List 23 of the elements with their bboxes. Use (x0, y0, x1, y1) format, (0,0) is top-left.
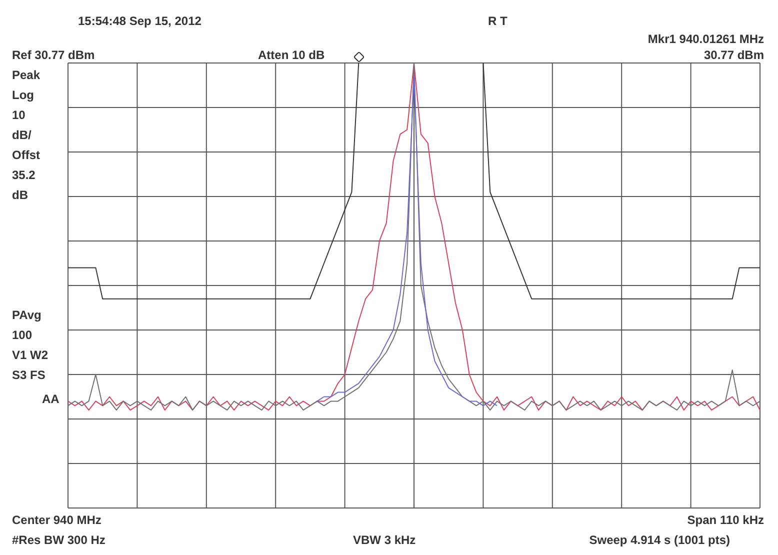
text: #Res BW 300 Hz (12, 533, 106, 547)
text: Ref 30.77 dBm (12, 48, 95, 62)
text: 15:54:48 Sep 15, 2012 (78, 14, 202, 28)
text: Center 940 MHz (12, 513, 102, 527)
text: Log (12, 88, 34, 102)
text: V1 W2 (12, 348, 48, 362)
text: 30.77 dBm (704, 48, 764, 62)
text: 35.2 (12, 168, 36, 182)
text: AA (42, 392, 60, 406)
text: 10 (12, 108, 26, 122)
text: R T (488, 14, 508, 28)
text: VBW 3 kHz (353, 533, 416, 547)
text: Atten 10 dB (258, 48, 325, 62)
text: PAvg (12, 308, 42, 322)
text: 100 (12, 328, 32, 342)
text: Sweep 4.914 s (1001 pts) (589, 533, 730, 547)
text: Offst (12, 148, 40, 162)
text: Mkr1 940.01261 MHz (648, 32, 764, 46)
text: Span 110 kHz (687, 513, 764, 527)
text: S3 FS (12, 368, 46, 382)
text: dB/ (12, 128, 32, 142)
text: dB (12, 188, 28, 202)
text: Peak (12, 68, 40, 82)
